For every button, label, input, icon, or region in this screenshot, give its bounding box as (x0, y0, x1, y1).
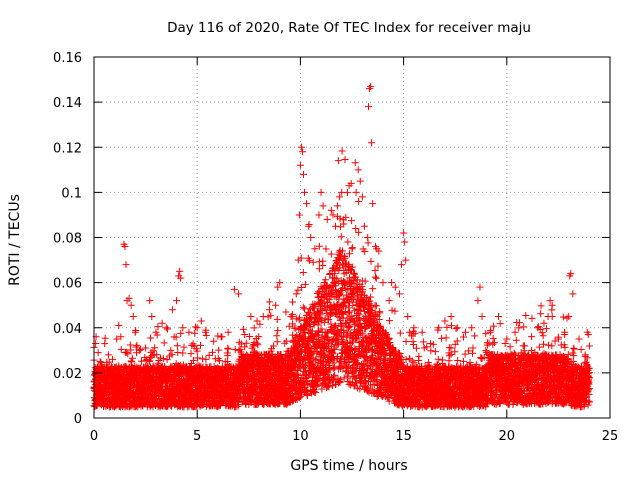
data-point (163, 356, 171, 364)
data-point (147, 334, 155, 342)
data-point (192, 323, 200, 331)
data-point (369, 285, 377, 293)
data-point (208, 348, 216, 356)
data-point (128, 354, 136, 362)
data-point (191, 329, 199, 337)
data-point (159, 355, 167, 363)
chart-title: Day 116 of 2020, Rate Of TEC Index for r… (167, 20, 531, 36)
data-point (315, 258, 323, 266)
data-point (242, 339, 250, 347)
data-point (273, 338, 281, 346)
data-point (273, 332, 281, 340)
data-point (146, 357, 154, 365)
data-point (124, 350, 132, 358)
data-point (273, 315, 281, 323)
data-point (189, 356, 197, 364)
data-point (169, 382, 177, 390)
data-point (187, 350, 195, 358)
data-point (172, 333, 180, 341)
data-point (419, 338, 427, 346)
data-point (250, 324, 258, 332)
data-point (215, 346, 223, 354)
data-point (327, 250, 335, 258)
data-point (372, 302, 380, 310)
data-point (386, 317, 394, 325)
data-point (431, 348, 439, 356)
data-point (322, 245, 330, 253)
data-point (153, 351, 161, 359)
data-point (388, 278, 396, 286)
data-point (329, 211, 337, 219)
data-point (133, 341, 141, 349)
data-point (372, 273, 380, 281)
data-point (160, 339, 168, 347)
data-point (274, 327, 282, 335)
data-point (319, 257, 327, 265)
data-point (180, 343, 188, 351)
data-point (193, 347, 201, 355)
data-point (348, 217, 356, 225)
data-point (163, 325, 171, 333)
data-point (338, 147, 346, 155)
data-point (364, 239, 372, 247)
data-point (202, 355, 210, 363)
data-point (334, 157, 342, 165)
data-point (427, 347, 435, 355)
data-points (90, 82, 593, 411)
data-point (173, 342, 181, 350)
data-point (167, 346, 175, 354)
data-point (310, 304, 318, 312)
data-point (123, 348, 131, 356)
data-point (367, 257, 375, 265)
data-point (92, 340, 100, 348)
data-point (168, 402, 176, 410)
data-point (202, 332, 210, 340)
data-point (224, 345, 232, 353)
data-point (197, 341, 205, 349)
data-point (415, 352, 423, 360)
data-point (154, 323, 162, 331)
data-point (149, 347, 157, 355)
data-point (355, 198, 363, 206)
data-point (337, 233, 345, 241)
data-point (137, 345, 145, 353)
data-point (309, 258, 317, 266)
data-point (194, 354, 202, 362)
data-point (151, 344, 159, 352)
data-point (341, 156, 349, 164)
data-point (205, 351, 213, 359)
data-point (396, 329, 404, 337)
data-point (174, 349, 182, 357)
data-point (177, 329, 185, 337)
data-point (372, 274, 380, 282)
data-point (179, 349, 187, 357)
data-point (265, 298, 273, 306)
data-point (137, 357, 145, 365)
data-point (168, 351, 176, 359)
data-point (101, 334, 109, 342)
data-point (289, 298, 297, 306)
data-point (239, 325, 247, 333)
data-point (315, 265, 323, 273)
data-point (351, 159, 359, 167)
data-point (127, 346, 135, 354)
data-point (117, 345, 125, 353)
data-point (214, 332, 222, 340)
data-point (301, 280, 309, 288)
data-point (199, 355, 207, 363)
data-point (402, 338, 410, 346)
